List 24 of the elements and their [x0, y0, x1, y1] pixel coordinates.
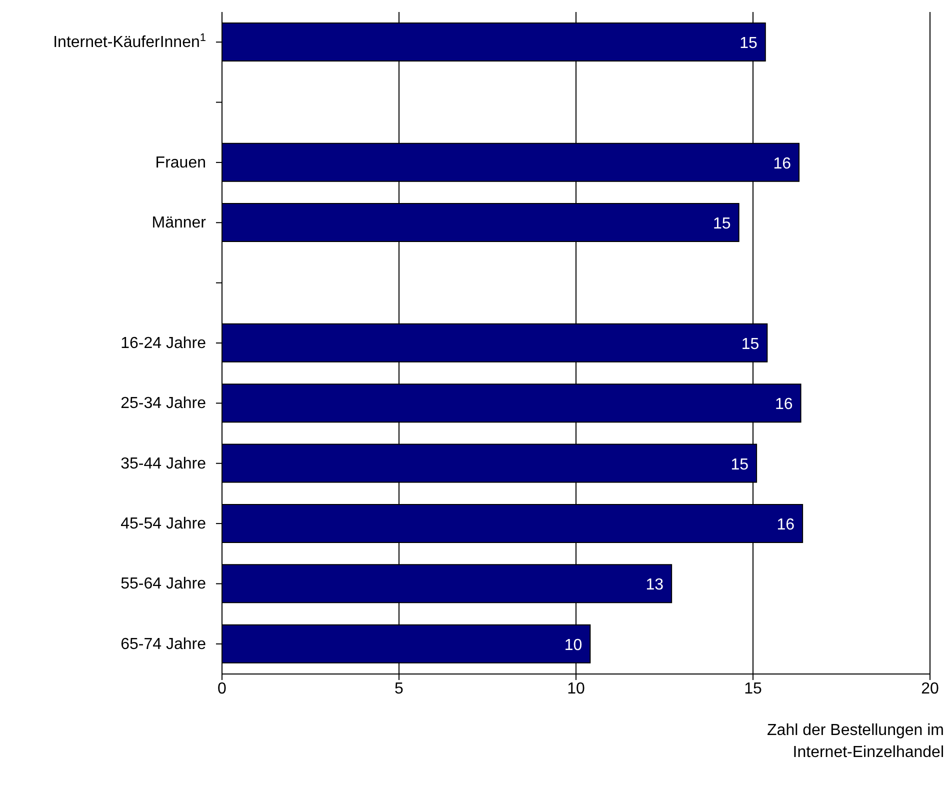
data-label: 15: [741, 336, 760, 353]
data-label: 15: [713, 216, 731, 233]
data-label: 13: [646, 576, 664, 594]
y-tick-label: 25-34 Jahre: [120, 395, 206, 412]
y-tick-label: 16-24 Jahre: [120, 335, 206, 352]
y-tick-label: 35-44 Jahre: [120, 455, 206, 472]
x-tick-label: 20: [921, 680, 939, 698]
data-label: 16: [774, 396, 793, 414]
y-tick-label: 45-54 Jahre: [120, 516, 206, 533]
y-tick-label: 55-64 Jahre: [120, 576, 206, 593]
x-axis-title: Zahl der Bestellungen im Internet-Einzelhandel: [766, 721, 944, 763]
data-label: 16: [773, 155, 792, 172]
y-tick-label: Frauen: [155, 154, 206, 172]
y-tick-label: Männer: [152, 214, 207, 232]
x-tick-label: 0: [218, 680, 227, 698]
data-label: 15: [730, 456, 749, 474]
data-label: 16: [776, 516, 795, 534]
x-tick-label: 15: [744, 680, 762, 698]
y-tick-label: Internet-KäuferInnen$^{1}$: [53, 32, 206, 52]
data-label: 10: [564, 636, 582, 654]
x-tick-label: 5: [394, 680, 404, 698]
y-tick-label: 65-74 Jahre: [120, 636, 206, 653]
data-label: 15: [740, 35, 758, 52]
x-tick-label: 10: [567, 680, 585, 698]
